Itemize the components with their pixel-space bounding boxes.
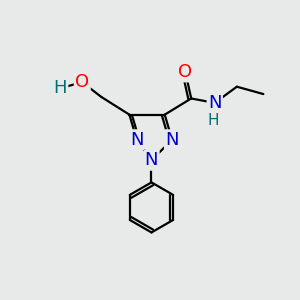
Text: O: O xyxy=(178,63,192,81)
Text: H: H xyxy=(208,113,219,128)
Text: O: O xyxy=(75,73,89,91)
Text: N: N xyxy=(145,151,158,169)
Text: H: H xyxy=(53,79,67,97)
Text: N: N xyxy=(165,131,179,149)
Text: N: N xyxy=(208,94,221,112)
Text: N: N xyxy=(130,131,143,149)
